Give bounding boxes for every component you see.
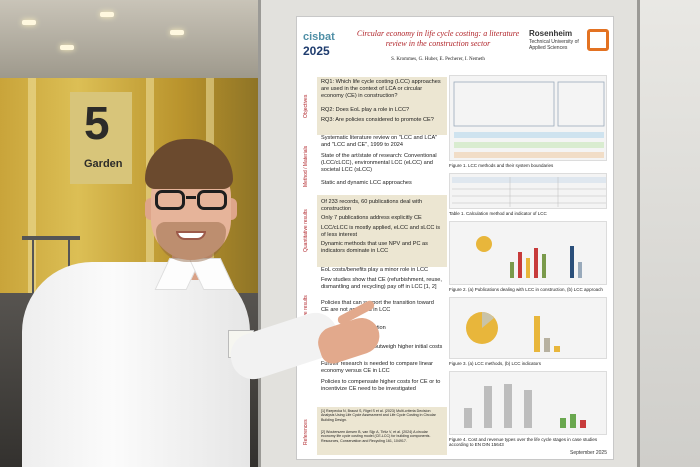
- conference-logo-text: cisbat: [303, 31, 335, 43]
- glasses-lens: [155, 190, 185, 210]
- ceiling-light: [170, 30, 184, 35]
- high-table: [22, 236, 80, 240]
- figure-1-caption: Figure 1. LCC methods and their system b…: [449, 163, 554, 168]
- conference-logo-year: 2025: [303, 44, 330, 58]
- table-leg: [32, 240, 34, 296]
- figure-lcc-methods-chart: [449, 297, 607, 359]
- qualitative-line: Policies to compensate higher costs for …: [321, 379, 441, 392]
- quantitative-line: LCC/cLCC is mostly applied, eLCC and sLC…: [321, 225, 441, 238]
- reference-2: [2] Wouterszen Amsen B, van Sijp A, Tirt…: [321, 430, 431, 443]
- quantitative-line: Dynamic methods that use NPV and PC as i…: [321, 241, 428, 254]
- figure-cost-revenue-graphic: [464, 384, 586, 428]
- white-shirt: [22, 262, 250, 467]
- figure-2-caption: Figure 2. (a) Publications dealing with …: [449, 287, 603, 292]
- qualitative-line: EoL costs/benefits play a minor role in …: [321, 267, 429, 273]
- objective-rq3: RQ3: Are policies considered to promote …: [321, 117, 434, 123]
- poster: cisbat 2025 Circular economy in life cyc…: [296, 16, 614, 460]
- quantitative-line: Only 7 publications address explicitly C…: [321, 215, 422, 221]
- figure-lcc-boundaries: [449, 75, 607, 161]
- university-subtitle: Technical University of Applied Sciences: [529, 39, 579, 51]
- section-references: [317, 407, 447, 455]
- figure-publications-graphic: [476, 236, 582, 278]
- figure-lcc-methods-graphic: [466, 312, 560, 352]
- glasses-lens: [197, 190, 227, 210]
- beard: [156, 222, 226, 262]
- right-wall: [640, 0, 700, 467]
- table-calculation-graphic: [452, 177, 606, 207]
- section-objectives: [317, 77, 447, 135]
- figure-lcc-boundaries-graphic: [453, 81, 605, 158]
- table-calculation-method: [449, 173, 607, 209]
- qualitative-line: Further research is needed to compare li…: [321, 361, 433, 374]
- figure-4-caption: Figure 4. Cost and revenue types over th…: [449, 437, 598, 447]
- university-name: Rosenheim: [529, 29, 573, 38]
- quantitative-line: Of 233 records, 60 publications deal wit…: [321, 199, 423, 212]
- method-line: State of the art/state of research: Conv…: [321, 153, 437, 173]
- ceiling-light: [60, 45, 74, 50]
- reference-1: [1] Rzepecka N, Braust S, Rigel S et al.…: [321, 409, 436, 422]
- poster-title: Circular economy in life cycle costing: …: [356, 29, 520, 48]
- poster-authors: S. Krommes, G. Huber, E. Pecherer, I. Ne…: [391, 57, 485, 62]
- hair: [145, 139, 233, 189]
- glasses: [151, 190, 231, 212]
- section-quantitative: [317, 195, 447, 267]
- table-1-caption: Table 1. Calculation method and indicato…: [449, 211, 547, 216]
- glasses-bridge: [186, 196, 196, 199]
- hall-sign-number: 5: [84, 97, 110, 149]
- hall-sign-label: Garden: [84, 158, 123, 170]
- figure-3-caption: Figure 3. (a) LCC methods, (b) LCC indic…: [449, 361, 542, 366]
- university-logo-icon: [587, 29, 609, 51]
- hall-sign: 5 Garden: [70, 92, 132, 184]
- smile: [176, 231, 206, 240]
- ceiling-light: [100, 12, 114, 17]
- poster-date: September 2025: [570, 450, 607, 456]
- method-line: Static and dynamic LCC approaches: [321, 180, 412, 186]
- figure-cost-revenue-chart: [449, 371, 607, 435]
- ceiling-light: [22, 20, 36, 25]
- objective-rq2: RQ2: Does EoL play a role in LCC?: [321, 107, 410, 113]
- objective-rq1: RQ1: Which life cycle costing (LCC) appr…: [321, 79, 441, 99]
- wall-stripe: [28, 78, 36, 293]
- method-line: Systematic literature review on "LCC and…: [321, 135, 438, 148]
- qualitative-line: Few studies show that CE (refurbishment,…: [321, 277, 442, 290]
- figure-publications-chart: [449, 221, 607, 285]
- ceiling: [0, 0, 260, 78]
